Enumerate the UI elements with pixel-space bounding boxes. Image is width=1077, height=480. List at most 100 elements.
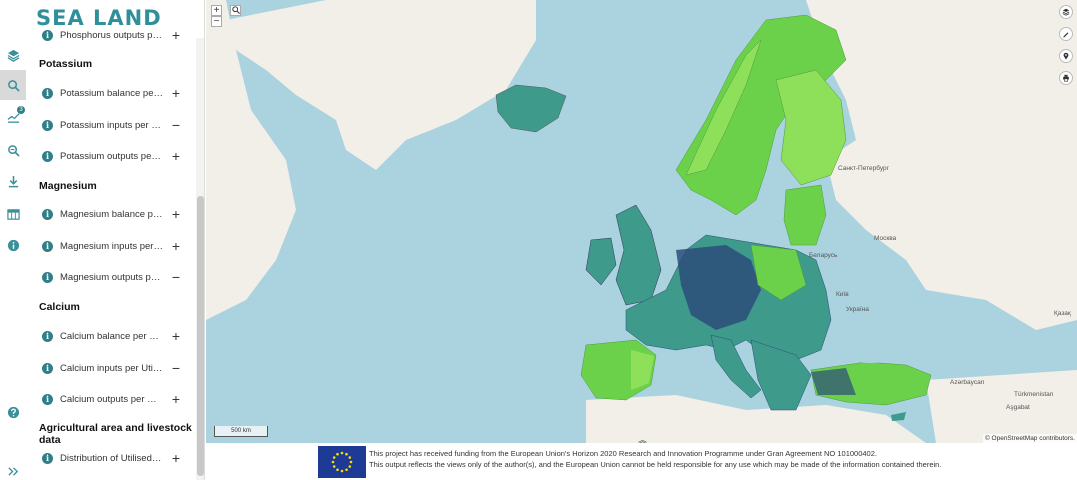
- choropleth-map[interactable]: [206, 0, 1077, 443]
- map-layers-button[interactable]: [1059, 5, 1073, 19]
- toggle-icon[interactable]: +: [171, 238, 181, 254]
- russia: [806, 0, 1077, 330]
- toggle-icon[interactable]: −: [171, 360, 181, 376]
- expand-button[interactable]: [0, 456, 26, 480]
- toggle-icon[interactable]: +: [171, 328, 181, 344]
- toggle-icon[interactable]: +: [171, 85, 181, 101]
- info-icon[interactable]: i: [42, 150, 53, 162]
- legend-badge: 3: [17, 106, 25, 114]
- list-item-calcium-outputs[interactable]: i Calcium outputs per Utilised agricultu…: [42, 390, 187, 408]
- info-icon[interactable]: i: [42, 271, 53, 283]
- list-item-magnesium-outputs[interactable]: i Magnesium outputs per Utilised agricul…: [42, 268, 187, 286]
- section-title-magnesium: Magnesium: [39, 180, 97, 192]
- pin-icon: [1063, 52, 1069, 60]
- help-icon: [7, 406, 19, 418]
- toggle-icon[interactable]: −: [171, 269, 181, 285]
- info-icon[interactable]: i: [42, 330, 53, 342]
- list-item-calcium-inputs[interactable]: i Calcium inputs per Utilised agricultur…: [42, 359, 187, 377]
- ireland: [585, 237, 617, 286]
- iceland: [495, 84, 567, 133]
- place-label-moscow: Москва: [874, 235, 897, 242]
- list-item-magnesium-balance[interactable]: i Magnesium balance per Utilised agricul…: [42, 205, 187, 223]
- list-item-utilised-area[interactable]: i Distribution of Utilised agricultural …: [42, 449, 187, 467]
- scale-bar: 500 km: [214, 426, 268, 437]
- tool-rail: 3: [0, 38, 26, 480]
- spain-east: [631, 350, 654, 390]
- map-attribution[interactable]: © OpenStreetMap contributors.: [982, 434, 1077, 443]
- legend-button[interactable]: 3: [0, 102, 26, 132]
- info-button[interactable]: [0, 230, 26, 260]
- map-view[interactable]: Санкт-Петербург Москва Беларусь Київ Укр…: [206, 0, 1077, 443]
- section-title-calcium: Calcium: [39, 301, 80, 313]
- turkey-west: [811, 368, 856, 395]
- box-zoom-button[interactable]: [230, 5, 241, 16]
- info-icon[interactable]: i: [42, 29, 53, 41]
- info-icon[interactable]: i: [42, 362, 53, 374]
- list-item-potassium-inputs[interactable]: i Potassium inputs per Utilised agricult…: [42, 116, 187, 134]
- info-icon[interactable]: i: [42, 393, 53, 405]
- cyprus: [891, 412, 906, 421]
- black-sea: [826, 327, 916, 363]
- funding-text-line1: This project has received funding from t…: [369, 449, 877, 458]
- place-label-turkmenistan: Türkmenistan: [1014, 391, 1054, 398]
- toggle-icon[interactable]: +: [171, 450, 181, 466]
- indicator-list: i Phosphorus outputs per Uti... + Potass…: [26, 26, 196, 480]
- expand-icon: [7, 466, 18, 476]
- map-draw-button[interactable]: [1059, 27, 1073, 41]
- place-label-spb: Санкт-Петербург: [838, 165, 889, 172]
- info-icon[interactable]: i: [42, 87, 53, 99]
- download-button[interactable]: [0, 166, 26, 196]
- map-pin-button[interactable]: [1059, 49, 1073, 63]
- funding-text-line2: This output reflects the views only of t…: [369, 460, 942, 469]
- toggle-icon[interactable]: −: [171, 117, 181, 133]
- toggle-icon[interactable]: +: [171, 148, 181, 164]
- pencil-icon: [1063, 32, 1069, 38]
- info-icon[interactable]: i: [42, 452, 53, 464]
- toggle-icon[interactable]: +: [171, 391, 181, 407]
- list-item-truncated[interactable]: i Phosphorus outputs per Uti... +: [42, 26, 187, 44]
- help-button[interactable]: [0, 397, 26, 427]
- section-title-potassium: Potassium: [39, 58, 93, 70]
- place-label-belarus: Беларусь: [809, 252, 838, 259]
- place-label-azerbaijan: Azərbaycan: [950, 379, 985, 386]
- zoom-out-button[interactable]: −: [211, 16, 222, 27]
- info-icon[interactable]: i: [42, 119, 53, 131]
- layers-button[interactable]: [0, 40, 26, 70]
- funding-footer: This project has received funding from t…: [206, 443, 1077, 480]
- toggle-icon[interactable]: +: [171, 206, 181, 222]
- place-label-ukraine: Україна: [846, 306, 869, 313]
- sealand-logo: SEA LAND: [36, 6, 162, 30]
- chevron-up-icon[interactable]: ︽: [638, 435, 648, 443]
- eu-stars-icon: [331, 451, 353, 473]
- map-print-button[interactable]: [1059, 71, 1073, 85]
- place-label-kazakhstan: Қазақ: [1054, 310, 1071, 317]
- list-item-calcium-balance[interactable]: i Calcium balance per Utilised agricultu…: [42, 327, 187, 345]
- section-title-agricultural: Agricultural area and livestock data: [39, 422, 192, 446]
- info-icon[interactable]: i: [42, 240, 53, 252]
- search-icon: [7, 79, 20, 92]
- toggle-icon[interactable]: +: [171, 27, 181, 43]
- greenland: [226, 0, 536, 170]
- sidebar-scrollbar[interactable]: [196, 38, 204, 480]
- list-item-potassium-balance[interactable]: i Potassium balance per Utilised agricul…: [42, 84, 187, 102]
- balkans: [750, 339, 812, 411]
- zoom-in-button[interactable]: +: [211, 5, 222, 16]
- search-button[interactable]: [0, 70, 26, 100]
- print-icon: [1063, 74, 1069, 82]
- africa: [586, 395, 926, 443]
- list-item-magnesium-inputs[interactable]: i Magnesium inputs per Utilised agricult…: [42, 237, 187, 255]
- info-icon[interactable]: i: [42, 208, 53, 220]
- eu-flag-logo: [318, 446, 366, 478]
- scrollbar-thumb[interactable]: [197, 196, 204, 476]
- great-britain: [615, 204, 662, 306]
- layers-icon: [1062, 8, 1070, 16]
- poland: [750, 244, 807, 301]
- zoom-search-button[interactable]: [0, 135, 26, 165]
- norway-coast: [685, 39, 762, 176]
- table-button[interactable]: [0, 199, 26, 229]
- download-icon: [8, 175, 18, 187]
- table-icon: [6, 208, 20, 220]
- list-item-potassium-outputs[interactable]: i Potassium outputs per Utilised agricul…: [42, 147, 187, 165]
- zoom-box-icon: [231, 6, 240, 14]
